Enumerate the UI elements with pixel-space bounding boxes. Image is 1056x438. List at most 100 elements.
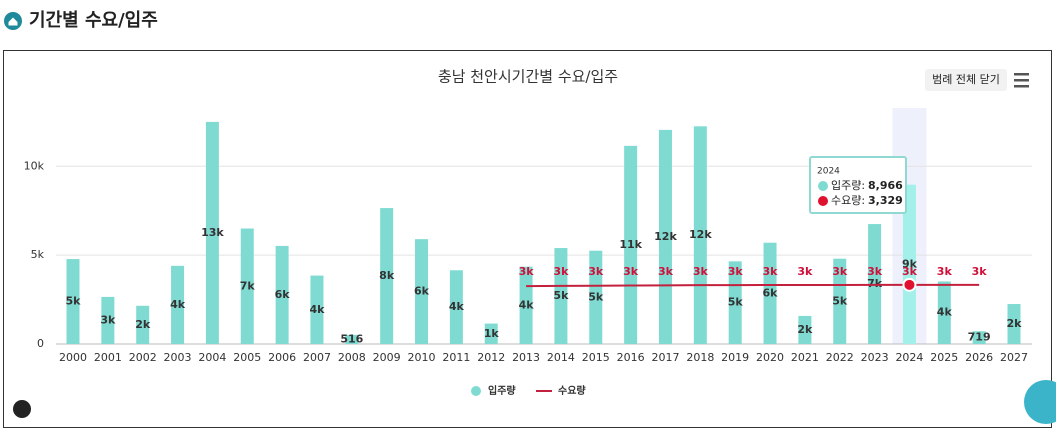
x-tick-label: 2007 [303, 351, 331, 364]
legend-marker [471, 386, 481, 396]
x-tick-label: 2021 [791, 351, 819, 364]
bar [554, 248, 568, 344]
bar [658, 129, 672, 344]
legend-toggle[interactable] [925, 69, 1007, 91]
x-tick-label: 2016 [617, 351, 645, 364]
bar-value-label: 4k [309, 303, 325, 316]
x-tick-label: 2025 [930, 351, 958, 364]
tooltip-item-label: 입주량: [831, 179, 865, 192]
bar-value-label: 516 [340, 332, 363, 345]
tooltip-item-label: 수요량: [831, 194, 865, 207]
bar-value-label: 9k [902, 257, 918, 270]
bar [624, 145, 638, 344]
bar [972, 331, 986, 344]
bar [415, 239, 429, 344]
logo [13, 400, 31, 418]
bar [345, 334, 359, 344]
bar-value-label: 13k [201, 226, 224, 239]
bar-value-label: 6k [414, 285, 430, 298]
bar-value-label: 3k [100, 313, 116, 326]
bar-value-label: 5k [728, 296, 744, 309]
line-point [902, 277, 917, 292]
legend-label: 입주량 [488, 384, 516, 397]
tooltip-item-value: 8,966 [868, 179, 903, 192]
bar-value-label: 12k [654, 230, 677, 243]
bar-value-label: 6k [763, 286, 779, 299]
bar-value-label: 4k [170, 298, 186, 311]
bar [484, 323, 498, 344]
bar-value-label: 2k [797, 323, 813, 336]
line-value-label: 3k [658, 265, 674, 278]
bar [937, 281, 951, 344]
x-tick-label: 2003 [164, 351, 192, 364]
line-value-label: 3k [519, 265, 535, 278]
bar [310, 275, 324, 344]
bar [728, 261, 742, 344]
bar [833, 258, 847, 344]
x-tick-label: 2020 [756, 351, 784, 364]
x-tick-label: 2027 [1000, 351, 1028, 364]
tooltip-item-value: 3,329 [868, 194, 903, 207]
line-value-label: 3k [553, 265, 569, 278]
tooltip-box [809, 156, 907, 214]
bar [380, 208, 394, 344]
bar [902, 184, 916, 344]
line-value-label: 3k [623, 265, 639, 278]
line-value-label: 3k [902, 265, 918, 278]
x-tick-label: 2015 [582, 351, 610, 364]
bar-value-label: 4k [937, 306, 953, 319]
line-value-label: 3k [763, 265, 779, 278]
x-tick-label: 2019 [721, 351, 749, 364]
x-tick-label: 2002 [129, 351, 157, 364]
bar [763, 242, 777, 344]
bar-value-label: 7k [240, 279, 256, 292]
menu-icon[interactable] [1014, 73, 1029, 88]
bar [589, 250, 603, 344]
bar-value-label: 4k [449, 300, 465, 313]
x-tick-label: 2009 [373, 351, 401, 364]
bar-value-label: 2k [1007, 317, 1023, 330]
legend-label: 수요량 [558, 385, 586, 397]
y-tick-label: 0 [37, 337, 44, 350]
x-tick-label: 2014 [547, 351, 575, 364]
x-tick-label: 2013 [512, 351, 540, 364]
bar [240, 228, 254, 344]
tooltip-marker [818, 181, 828, 191]
y-tick-label: 5k [31, 248, 45, 261]
bar [275, 245, 289, 344]
x-tick-label: 2012 [477, 351, 505, 364]
tooltip-marker [818, 196, 828, 206]
header-icon-house [8, 17, 18, 26]
bar-value-label: 5k [66, 295, 82, 308]
x-tick-label: 2001 [94, 351, 122, 364]
line-value-label: 3k [867, 265, 883, 278]
bar [693, 126, 707, 344]
bar-value-label: 8k [379, 269, 395, 282]
line-value-label: 3k [693, 265, 709, 278]
bar [101, 296, 115, 344]
x-tick-label: 2010 [408, 351, 436, 364]
bar [798, 315, 812, 344]
x-tick-label: 2011 [442, 351, 470, 364]
x-tick-label: 2018 [686, 351, 714, 364]
bar [66, 259, 80, 344]
x-tick-label: 2026 [965, 351, 993, 364]
x-tick-label: 2024 [895, 351, 923, 364]
bar-value-label: 1k [484, 327, 500, 340]
x-tick-label: 2006 [268, 351, 296, 364]
bar [449, 270, 463, 344]
line-value-label: 3k [588, 265, 604, 278]
bar-value-label: 7k [867, 277, 883, 290]
bar-value-label: 5k [588, 290, 604, 303]
line-value-label: 3k [937, 265, 953, 278]
bar-value-label: 12k [689, 228, 712, 241]
x-tick-label: 2004 [198, 351, 226, 364]
scroll-top-button[interactable] [1024, 380, 1056, 424]
x-tick-label: 2023 [861, 351, 889, 364]
bar [1007, 304, 1021, 344]
bar-value-label: 11k [619, 238, 642, 251]
legend-toggle-label[interactable]: 범례 전체 닫기 [932, 73, 1000, 86]
